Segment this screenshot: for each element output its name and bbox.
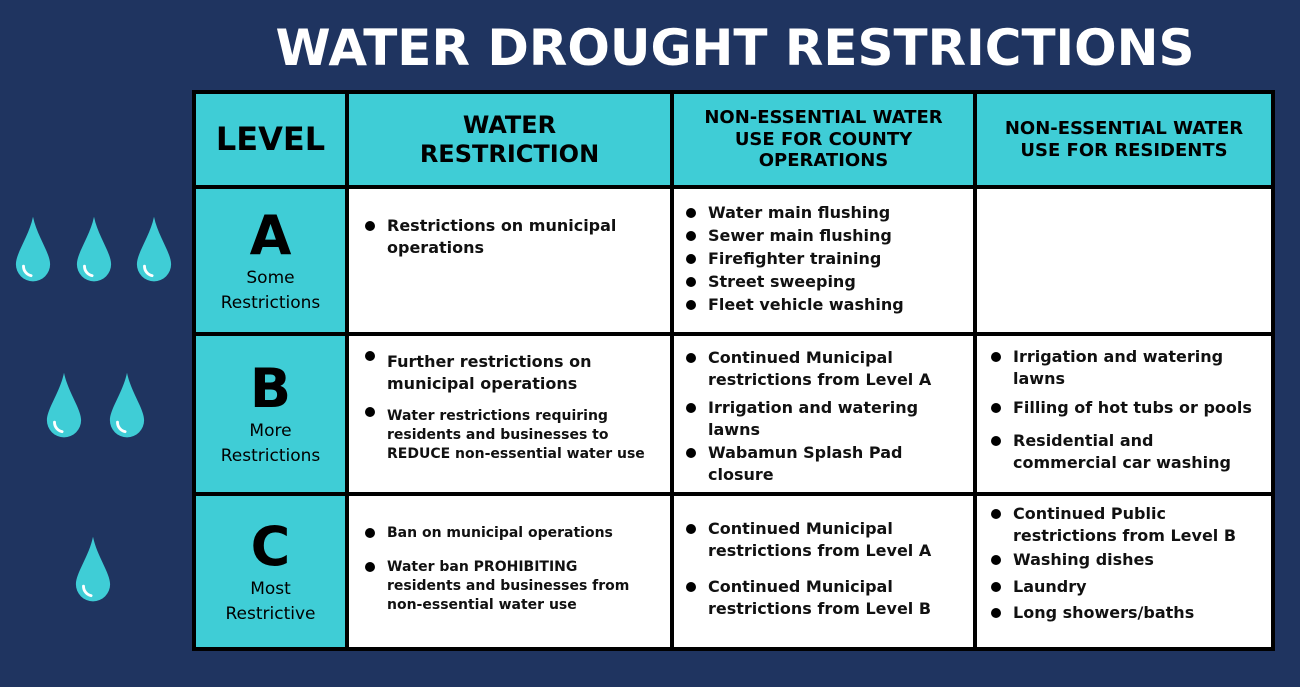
level-letter: B [249,357,292,420]
list-item: Further restrictions on municipal operat… [361,351,656,395]
list-item: Laundry [987,576,1261,598]
list-item: Water restrictions requiring residents a… [361,407,656,464]
list-item: Street sweeping [682,271,963,293]
item-list: Restrictions on municipal operations [361,215,656,259]
table-row: A Some Restrictions Restrictions on muni… [192,185,1275,336]
header-line: NON-ESSENTIAL WATER [704,107,943,129]
list-item: Continued Municipal restrictions from Le… [682,518,963,562]
county-operations-cell: Continued Municipal restrictions from Le… [670,332,977,496]
level-cell-a: A Some Restrictions [192,185,349,336]
item-list: Ban on municipal operations Water ban PR… [361,524,656,615]
water-drop-icon [14,216,52,284]
header-line: WATER [462,110,557,139]
list-item: Long showers/baths [987,602,1261,624]
level-description: Most [250,578,291,599]
item-list: Water main flushing Sewer main flushing … [682,202,963,316]
header-line: NON-ESSENTIAL WATER [1004,117,1244,139]
list-item: Ban on municipal operations [361,524,656,543]
residents-cell [973,185,1275,336]
water-restriction-cell: Further restrictions on municipal operat… [345,332,674,496]
water-drop-icon [45,372,83,440]
water-restriction-cell: Ban on municipal operations Water ban PR… [345,492,674,651]
water-drop-icon [75,216,113,284]
water-drop-icon [74,536,112,604]
item-list: Continued Public restrictions from Level… [987,503,1261,624]
water-drop-icon [108,372,146,440]
level-description: Restrictions [220,446,321,466]
level-letter: C [250,514,291,578]
list-item: Washing dishes [987,549,1261,571]
residents-cell: Continued Public restrictions from Level… [973,492,1275,651]
level-cell-b: B More Restrictions [192,332,349,496]
item-list: Continued Municipal restrictions from Le… [682,347,963,486]
level-description: Some [246,267,295,288]
restrictions-table: LEVEL WATER RESTRICTION NON-ESSENTIAL WA… [192,90,1275,651]
county-operations-cell: Water main flushing Sewer main flushing … [670,185,977,336]
list-item: Continued Municipal restrictions from Le… [682,347,963,391]
list-item: Sewer main flushing [682,225,963,247]
page-title: WATER DROUGHT RESTRICTIONS [275,19,1195,77]
list-item: Irrigation and watering lawns [682,397,963,441]
item-list: Irrigation and watering lawns Filling of… [987,346,1261,474]
level-description: More [249,421,292,441]
table-row: C Most Restrictive Ban on municipal oper… [192,492,1275,651]
header-line: USE FOR RESIDENTS [1020,139,1228,161]
header-residents: NON-ESSENTIAL WATER USE FOR RESIDENTS [973,90,1275,189]
header-line: OPERATIONS [758,150,889,172]
list-item: Firefighter training [682,248,963,270]
list-item: Water ban PROHIBITING residents and busi… [361,558,656,615]
header-county-operations: NON-ESSENTIAL WATER USE FOR COUNTY OPERA… [670,90,977,189]
list-item: Continued Public restrictions from Level… [987,503,1261,547]
list-item: Restrictions on municipal operations [361,215,656,259]
header-line: RESTRICTION [419,139,600,168]
header-water-restriction: WATER RESTRICTION [345,90,674,189]
level-description: Restrictions [220,292,321,313]
table-row: B More Restrictions Further restrictions… [192,332,1275,496]
level-letter: A [249,203,292,267]
list-item: Filling of hot tubs or pools [987,397,1261,419]
level-cell-c: C Most Restrictive [192,492,349,651]
residents-cell: Irrigation and watering lawns Filling of… [973,332,1275,496]
level-description: Restrictive [225,603,316,624]
table-header-row: LEVEL WATER RESTRICTION NON-ESSENTIAL WA… [192,90,1275,189]
header-level: LEVEL [192,90,349,189]
list-item: Fleet vehicle washing [682,294,963,316]
water-restriction-cell: Restrictions on municipal operations [345,185,674,336]
list-item: Water main flushing [682,202,963,224]
list-item: Wabamun Splash Pad closure [682,442,963,486]
item-list: Continued Municipal restrictions from Le… [682,518,963,620]
list-item: Residential and commercial car washing [987,430,1261,474]
water-drop-icon [135,216,173,284]
list-item: Continued Municipal restrictions from Le… [682,576,963,620]
header-line: USE FOR COUNTY [734,128,913,150]
county-operations-cell: Continued Municipal restrictions from Le… [670,492,977,651]
item-list: Further restrictions on municipal operat… [361,351,656,464]
list-item: Irrigation and watering lawns [987,346,1261,390]
